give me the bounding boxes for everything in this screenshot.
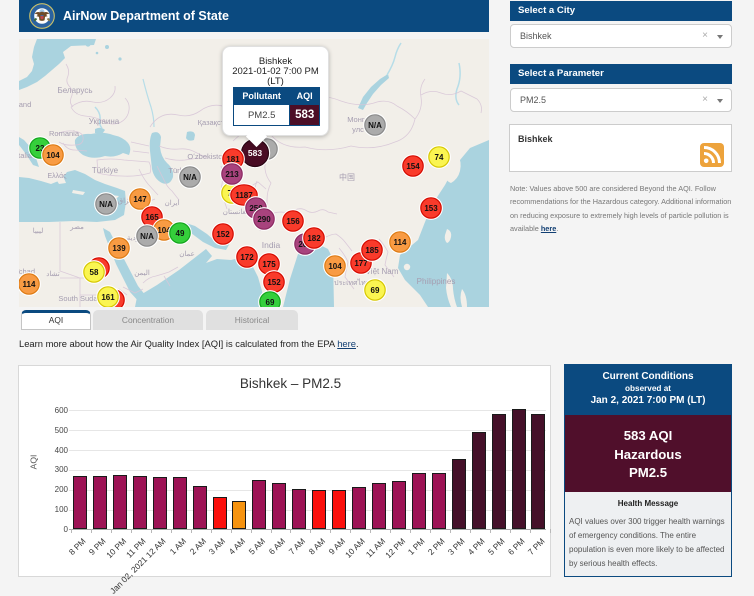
svg-text:69: 69 xyxy=(371,286,380,295)
svg-text:Tchad: Tchad xyxy=(19,267,35,276)
svg-text:улс: улс xyxy=(352,125,364,134)
svg-text:N/A: N/A xyxy=(99,200,113,209)
svg-text:153: 153 xyxy=(424,204,438,213)
svg-text:114: 114 xyxy=(394,238,407,247)
svg-text:ایران: ایران xyxy=(165,199,180,207)
svg-text:Қазақстан: Қазақстан xyxy=(198,118,233,127)
svg-text:147: 147 xyxy=(133,195,147,204)
svg-text:Romania: Romania xyxy=(49,129,80,138)
svg-text:1187: 1187 xyxy=(235,191,253,200)
svg-text:177: 177 xyxy=(354,259,368,268)
svg-text:Монгол: Монгол xyxy=(347,115,373,124)
svg-text:74: 74 xyxy=(435,153,444,162)
svg-text:افغانستان: افغانستان xyxy=(223,208,251,216)
svg-text:185: 185 xyxy=(365,246,379,255)
svg-text:156: 156 xyxy=(286,217,300,226)
svg-text:58: 58 xyxy=(90,268,99,277)
svg-text:Việt Nam: Việt Nam xyxy=(366,267,399,276)
svg-text:Беларусь: Беларусь xyxy=(58,86,93,95)
svg-text:and: and xyxy=(19,100,31,109)
svg-text:104: 104 xyxy=(46,151,60,160)
svg-text:290: 290 xyxy=(257,215,271,224)
svg-text:اليمن: اليمن xyxy=(134,269,150,277)
svg-text:Ελλάς: Ελλάς xyxy=(48,172,68,180)
svg-text:عمان: عمان xyxy=(179,250,195,258)
svg-text:中国: 中国 xyxy=(339,172,355,182)
svg-text:583: 583 xyxy=(248,148,262,158)
svg-text:Italia: Italia xyxy=(19,151,33,160)
svg-text:104: 104 xyxy=(328,262,342,271)
svg-text:Türkiye: Türkiye xyxy=(92,166,119,175)
svg-text:تشاد: تشاد xyxy=(46,270,59,278)
svg-text:India: India xyxy=(262,240,281,250)
svg-text:South Sudan: South Sudan xyxy=(58,294,101,303)
svg-text:N/A: N/A xyxy=(183,173,197,182)
svg-text:49: 49 xyxy=(176,229,185,238)
svg-text:114: 114 xyxy=(23,280,36,289)
svg-text:العراق: العراق xyxy=(118,197,137,205)
svg-text:مصر: مصر xyxy=(69,224,84,231)
svg-text:172: 172 xyxy=(240,253,254,262)
svg-text:69: 69 xyxy=(266,298,275,307)
svg-text:104: 104 xyxy=(157,226,171,235)
svg-text:182: 182 xyxy=(307,234,321,243)
svg-text:N/A: N/A xyxy=(368,121,382,130)
svg-text:154: 154 xyxy=(406,162,420,171)
svg-text:Oʻzbekiston: Oʻzbekiston xyxy=(187,152,226,161)
svg-text:165: 165 xyxy=(145,213,159,222)
svg-text:Türkm: Türkm xyxy=(168,166,189,175)
svg-text:ประเทศไทย: ประเทศไทย xyxy=(334,278,370,287)
svg-text:250: 250 xyxy=(249,204,263,213)
svg-text:Украина: Украина xyxy=(89,117,120,126)
svg-text:181: 181 xyxy=(226,155,240,164)
svg-text:ليبيا: ليبيا xyxy=(33,227,44,235)
svg-text:152: 152 xyxy=(267,278,281,287)
svg-text:23: 23 xyxy=(36,144,45,153)
svg-text:Philippines: Philippines xyxy=(417,277,456,286)
svg-text:N/A: N/A xyxy=(140,232,154,241)
svg-text:152: 152 xyxy=(216,230,230,239)
svg-text:175: 175 xyxy=(262,260,276,269)
svg-text:213: 213 xyxy=(225,170,239,179)
svg-text:139: 139 xyxy=(112,244,126,253)
svg-text:161: 161 xyxy=(101,293,115,302)
